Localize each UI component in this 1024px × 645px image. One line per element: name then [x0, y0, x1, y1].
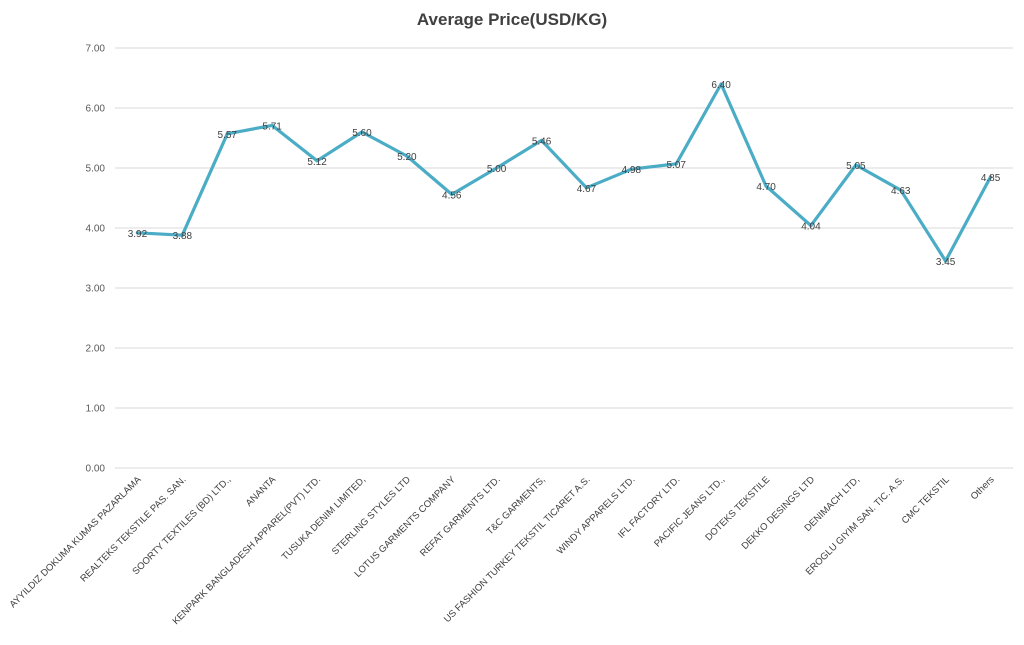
data-point — [495, 166, 499, 170]
data-point — [180, 233, 184, 237]
data-point — [539, 138, 544, 142]
data-label: 5.07 — [667, 160, 687, 171]
data-label: 5.20 — [397, 152, 417, 163]
data-label: 3.92 — [128, 229, 148, 240]
x-category-label: ANANTA — [244, 474, 279, 509]
data-point — [584, 186, 589, 190]
data-point — [315, 159, 319, 163]
y-tick-label: 4.00 — [86, 224, 106, 235]
x-category-label: REFAT GARMENTS LTD. — [418, 474, 503, 559]
data-point — [809, 224, 813, 228]
data-label: 4.85 — [981, 173, 1001, 184]
data-label: 4.56 — [442, 190, 462, 201]
y-tick-label: 2.00 — [86, 344, 106, 355]
data-point — [899, 188, 903, 192]
x-category-label: CMC TEKSTIL — [900, 474, 952, 526]
data-label: 3.88 — [173, 231, 193, 242]
y-tick-label: 3.00 — [86, 284, 106, 295]
data-point — [719, 82, 723, 86]
y-tick-label: 0.00 — [86, 464, 106, 475]
data-label: 4.04 — [801, 222, 821, 233]
data-point — [135, 231, 140, 235]
data-label: 5.46 — [532, 136, 552, 147]
x-category-label: SOORTY TEXTILES (BD) LTD., — [131, 474, 234, 577]
data-point — [360, 130, 364, 134]
data-label: 5.71 — [262, 121, 282, 132]
data-point — [854, 163, 858, 167]
data-label: 5.60 — [352, 128, 372, 139]
data-label: 6.40 — [711, 80, 731, 91]
data-point — [674, 162, 678, 166]
data-point — [988, 175, 993, 179]
x-category-label: DEKKO DESINGS LTD — [740, 474, 818, 552]
data-label: 4.63 — [891, 186, 911, 197]
y-tick-label: 1.00 — [86, 404, 106, 415]
data-point — [629, 167, 633, 171]
data-point — [405, 154, 409, 158]
x-category-label: TUSUKA DENIM LIMITED, — [280, 474, 368, 562]
x-category-label: WINDY APPARELS LTD. — [555, 474, 637, 556]
data-label: 4.67 — [577, 184, 597, 195]
chart-title: Average Price(USD/KG) — [416, 10, 608, 29]
data-point — [225, 132, 229, 136]
data-label: 5.05 — [846, 161, 866, 172]
data-point — [450, 192, 454, 196]
data-point — [764, 184, 768, 188]
data-label: 4.70 — [756, 182, 776, 193]
data-point — [944, 259, 948, 263]
x-category-label: EROGLU GIYIM SAN. TIC. A.S. — [804, 474, 907, 577]
y-tick-label: 6.00 — [86, 104, 106, 115]
data-label: 3.45 — [936, 257, 956, 268]
y-tick-label: 7.00 — [86, 44, 106, 55]
series-line — [135, 82, 993, 263]
data-point — [270, 123, 274, 127]
x-category-label: Others — [969, 474, 997, 502]
data-label: 4.98 — [622, 165, 642, 176]
y-tick-label: 5.00 — [86, 164, 106, 175]
data-label: 5.57 — [218, 130, 238, 141]
data-label: 5.00 — [487, 164, 507, 175]
data-label: 5.12 — [307, 157, 327, 168]
x-category-label: STERLING STYLES LTD — [330, 474, 413, 557]
